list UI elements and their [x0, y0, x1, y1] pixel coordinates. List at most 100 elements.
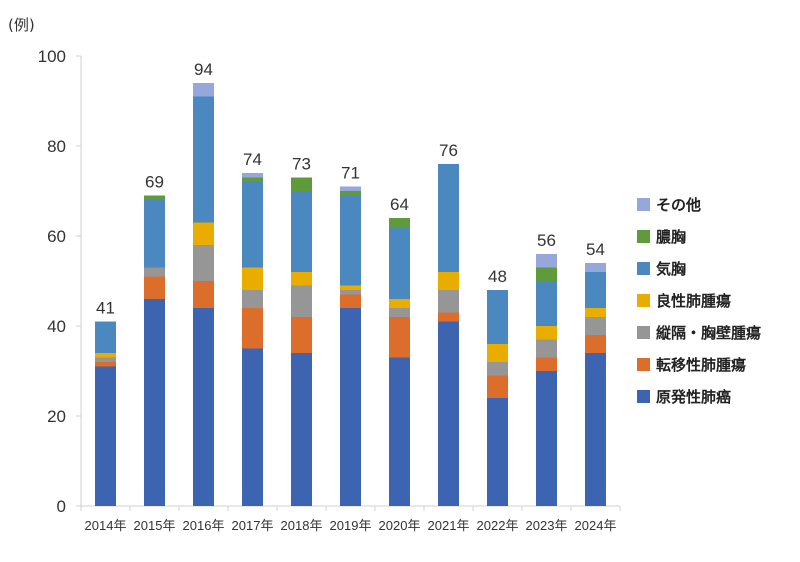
x-tick-label: 2014年 — [85, 518, 127, 533]
bar-segment — [389, 218, 410, 227]
data-labels: 41 69 94 74 73 71 64 76 48 56 54 — [96, 60, 605, 318]
bar-segment — [536, 326, 557, 340]
y-tick-label: 100 — [38, 47, 66, 66]
bar-segment — [291, 285, 312, 317]
legend: その他膿胸気胸良性肺腫瘍縦隔・胸壁腫瘍 転移性肺腫瘍 原発性肺癌 — [637, 188, 761, 412]
bar-segment — [242, 267, 263, 290]
bar-segment — [487, 290, 508, 344]
bar-segment — [340, 294, 361, 308]
total-label: 56 — [537, 231, 556, 250]
bar-segment — [340, 195, 361, 286]
legend-item: 気胸 — [637, 252, 761, 284]
bar-segment — [389, 357, 410, 506]
legend-item: 膿胸 — [637, 220, 761, 252]
bar-segment — [487, 375, 508, 398]
bar-segment — [487, 344, 508, 362]
bar-segment — [291, 353, 312, 506]
x-tick-label: 2018年 — [281, 518, 323, 533]
bar-segment — [193, 245, 214, 281]
y-tick-label: 40 — [47, 317, 66, 336]
legend-item: 転移性肺腫瘍 — [637, 348, 761, 380]
x-tick-label: 2024年 — [575, 518, 617, 533]
total-label: 64 — [390, 195, 409, 214]
bar-segment — [340, 308, 361, 506]
legend-label: 転移性肺腫瘍 — [656, 355, 747, 374]
bar-segment — [340, 290, 361, 295]
bar-segment — [193, 96, 214, 223]
bar-segment — [95, 321, 116, 353]
total-label: 71 — [341, 164, 360, 183]
bar-segment — [291, 317, 312, 353]
legend-item: 良性肺腫瘍 — [637, 284, 761, 316]
legend-label: 気胸 — [656, 259, 687, 278]
bar-segment — [144, 276, 165, 299]
legend-swatch — [637, 357, 650, 371]
bar-segment — [389, 299, 410, 308]
bar-segment — [536, 357, 557, 371]
total-label: 94 — [194, 60, 213, 79]
x-tick-label: 2017年 — [232, 518, 274, 533]
bar-segment — [438, 321, 459, 506]
bar-segment — [585, 263, 606, 272]
bar-segment — [193, 281, 214, 308]
bar-segment — [144, 267, 165, 277]
bar-segment — [585, 335, 606, 353]
x-tick-label: 2015年 — [134, 518, 176, 533]
bar-segment — [389, 317, 410, 358]
bar-segment — [340, 285, 361, 290]
total-label: 74 — [243, 150, 262, 169]
bar-segment — [242, 177, 263, 182]
bar-segment — [95, 353, 116, 358]
bar-segment — [95, 357, 116, 362]
legend-label: その他 — [656, 195, 702, 214]
bar-segment — [291, 272, 312, 286]
bar-segment — [487, 362, 508, 376]
bar-segment — [438, 290, 459, 313]
total-label: 48 — [488, 267, 507, 286]
bars — [95, 83, 606, 506]
x-tick-label: 2023年 — [526, 518, 568, 533]
bar-segment — [242, 348, 263, 506]
x-tick-label: 2020年 — [379, 518, 421, 533]
bar-segment — [340, 191, 361, 196]
x-tick-label: 2022年 — [477, 518, 519, 533]
bar-segment — [242, 182, 263, 268]
legend-swatch — [637, 229, 650, 243]
bar-segment — [95, 362, 116, 367]
x-tick-label: 2019年 — [330, 518, 372, 533]
bar-segment — [536, 371, 557, 506]
bar-segment — [438, 312, 459, 322]
x-tick-label: 2016年 — [183, 518, 225, 533]
legend-label: 原発性肺癌 — [656, 387, 732, 406]
legend-swatch — [637, 197, 650, 211]
bar-segment — [536, 267, 557, 281]
bar-segment — [585, 317, 606, 335]
y-axis-unit-label: (例) — [8, 16, 35, 34]
bar-segment — [144, 299, 165, 506]
y-tick-label: 0 — [57, 497, 66, 516]
bar-segment — [389, 308, 410, 317]
y-tick-label: 20 — [47, 407, 66, 426]
legend-item: 原発性肺癌 — [637, 380, 761, 412]
legend-swatch — [637, 325, 650, 339]
legend-swatch — [637, 261, 650, 275]
bar-segment — [242, 308, 263, 349]
bar-segment — [193, 83, 214, 97]
y-tick-label: 60 — [47, 227, 66, 246]
bar-segment — [340, 186, 361, 191]
bar-segment — [193, 222, 214, 245]
bar-segment — [242, 290, 263, 308]
legend-label: 膿胸 — [656, 227, 687, 246]
bar-segment — [438, 164, 459, 272]
bar-segment — [487, 398, 508, 506]
total-label: 54 — [586, 240, 605, 259]
legend-item: 縦隔・胸壁腫瘍 — [637, 316, 761, 348]
total-label: 73 — [292, 155, 311, 174]
bar-segment — [585, 308, 606, 317]
legend-item: その他 — [637, 188, 761, 220]
bar-segment — [536, 254, 557, 268]
legend-label: 縦隔・胸壁腫瘍 — [656, 323, 762, 342]
legend-swatch — [637, 293, 650, 307]
total-label: 76 — [439, 141, 458, 160]
